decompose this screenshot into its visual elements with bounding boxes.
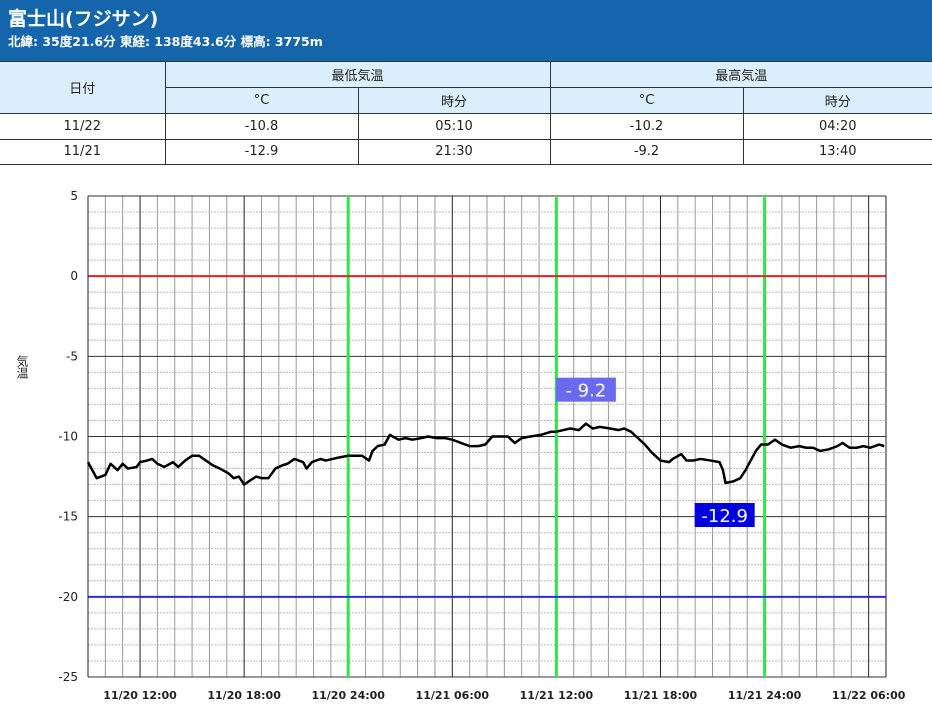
max-unit-header: °C <box>549 87 744 114</box>
row-min-time: 05:10 <box>357 113 551 140</box>
x-tick-label: 11/20 18:00 <box>207 689 281 702</box>
row-date: 11/21 <box>0 138 166 165</box>
station-title: 富士山(フジサン) <box>8 8 159 30</box>
x-tick-label: 11/20 24:00 <box>311 689 385 702</box>
row-min: -10.8 <box>164 113 359 140</box>
station-coordinates: 北緯: 35度21.6分 東経: 138度43.6分 標高: 3775m <box>8 34 323 49</box>
row-min-time: 21:30 <box>357 138 551 165</box>
min-temp-header: 最低気温 <box>164 61 551 88</box>
annotation-box <box>555 377 616 402</box>
y-tick-label: -10 <box>58 430 78 444</box>
row-min: -12.9 <box>164 138 359 165</box>
max-time-header: 時分 <box>742 87 932 114</box>
row-max-time: 04:20 <box>742 113 932 140</box>
row-max: -10.2 <box>549 113 744 140</box>
table-row: 11/21 -12.9 21:30 -9.2 13:40 <box>0 138 932 165</box>
x-tick-label: 11/21 24:00 <box>728 689 802 702</box>
temperature-summary-table: 日付 最低気温 最高気温 °C 時分 °C 時分 11/22 -10.8 05:… <box>0 61 932 165</box>
y-tick-label: 0 <box>70 269 78 283</box>
y-tick-label: -20 <box>58 590 78 604</box>
y-tick-label: -15 <box>58 510 78 524</box>
x-tick-label: 11/22 06:00 <box>832 689 906 702</box>
x-tick-label: 11/21 18:00 <box>624 689 698 702</box>
y-axis-label: 気温 <box>15 354 29 379</box>
row-date: 11/22 <box>0 113 166 140</box>
temperature-line <box>86 422 885 486</box>
min-annotation: -12.9 <box>701 506 748 527</box>
x-tick-label: 11/21 12:00 <box>520 689 594 702</box>
station-header: 富士山(フジサン) 北緯: 35度21.6分 東経: 138度43.6分 標高:… <box>0 0 932 61</box>
table-row: 11/22 -10.8 05:10 -10.2 04:20 <box>0 113 932 140</box>
annotation-box <box>694 502 755 527</box>
x-tick-label: 11/20 12:00 <box>103 689 177 702</box>
min-time-header: 時分 <box>357 87 551 114</box>
max-temp-header: 最高気温 <box>549 61 932 88</box>
row-max-time: 13:40 <box>742 138 932 165</box>
x-tick-label: 11/21 06:00 <box>416 689 490 702</box>
y-tick-label: -5 <box>66 349 78 363</box>
row-max: -9.2 <box>549 138 744 165</box>
y-tick-label: 5 <box>70 189 78 203</box>
temperature-chart: 5 0 -5 -10 -15 -20 -25 11/20 12:00 11/20 18:00 11… <box>15 189 906 702</box>
max-annotation: - 9.2 <box>565 381 606 402</box>
min-unit-header: °C <box>165 87 359 114</box>
y-tick-label: -25 <box>58 670 78 684</box>
date-header: 日付 <box>0 61 166 114</box>
